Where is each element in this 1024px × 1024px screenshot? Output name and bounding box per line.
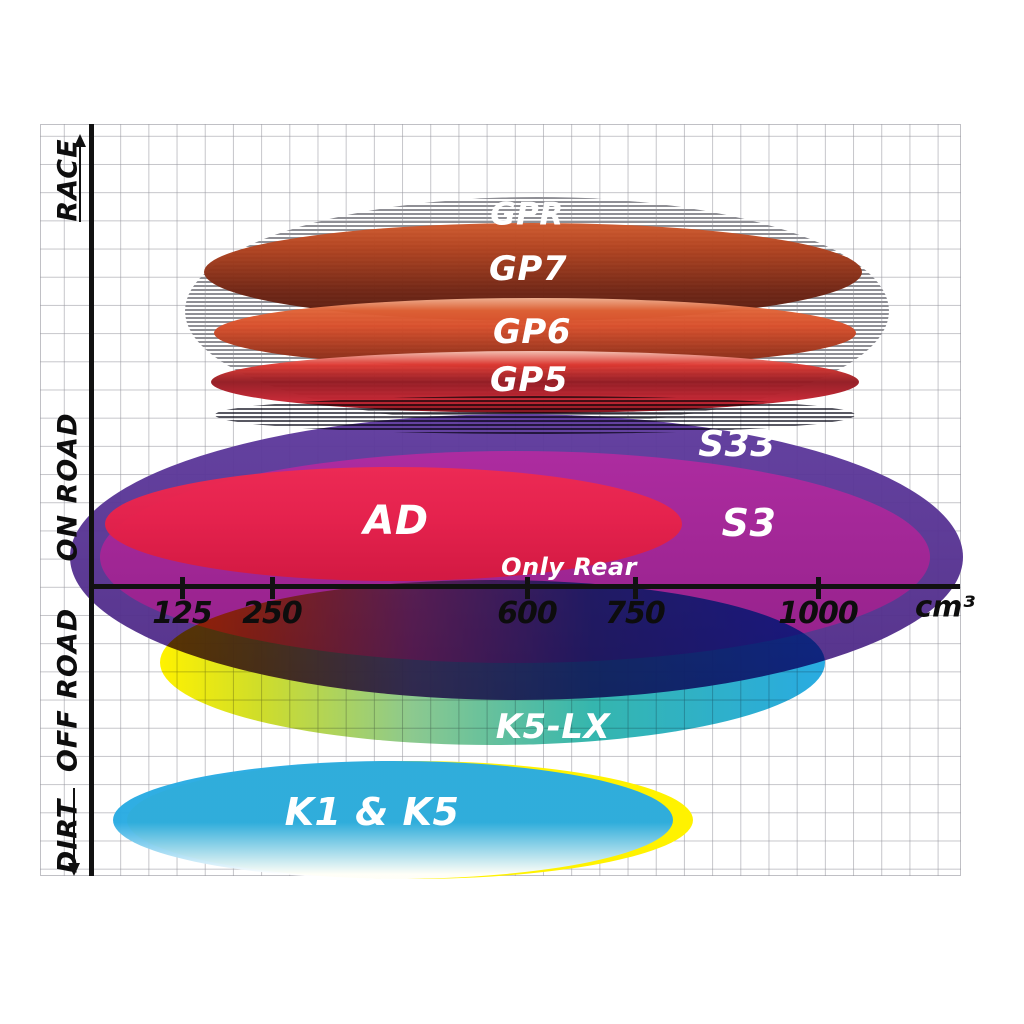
label-gp5: GP5 — [490, 360, 568, 400]
x-tick-label-1000: 1000 — [778, 596, 858, 631]
y-axis-line — [89, 124, 94, 876]
race-arrow-shaft — [79, 145, 81, 222]
x-tick-250 — [270, 577, 275, 599]
label-ad: AD — [363, 498, 429, 544]
x-tick-750 — [633, 577, 638, 599]
x-tick-label-600: 600 — [497, 596, 558, 631]
label-gpr: GPR — [490, 196, 564, 233]
y-zone-label-off-road: OFF ROAD — [52, 607, 84, 773]
label-k5lx: K5-LX — [495, 707, 611, 747]
label-k1k5: K1 & K5 — [284, 790, 460, 834]
label-s33: S33 — [698, 424, 776, 465]
dirt-arrow-shaft — [73, 788, 75, 865]
x-tick-600 — [525, 577, 530, 599]
dirt-arrow-down-icon — [68, 863, 80, 876]
y-zone-label-on-road: ON ROAD — [52, 412, 84, 562]
x-tick-label-125: 125 — [152, 596, 213, 631]
x-tick-label-250: 250 — [242, 596, 303, 631]
ellipse-k1k5 — [113, 761, 673, 879]
x-tick-label-750: 750 — [605, 596, 666, 631]
x-tick-1000 — [816, 577, 821, 599]
only-rear-label: Only Rear — [501, 553, 637, 581]
y-zone-label-race: RACE — [52, 138, 84, 222]
ellipse-ad — [105, 467, 682, 581]
label-s3: S3 — [721, 501, 777, 545]
x-tick-125 — [180, 577, 185, 599]
race-arrow-up-icon — [74, 134, 86, 147]
ellipse-k5lx — [160, 580, 825, 745]
ellipse-gpr-overlap — [215, 396, 855, 434]
label-gp6: GP6 — [493, 312, 571, 352]
label-gp7: GP7 — [489, 249, 567, 289]
x-axis-unit: cm³ — [914, 589, 976, 624]
